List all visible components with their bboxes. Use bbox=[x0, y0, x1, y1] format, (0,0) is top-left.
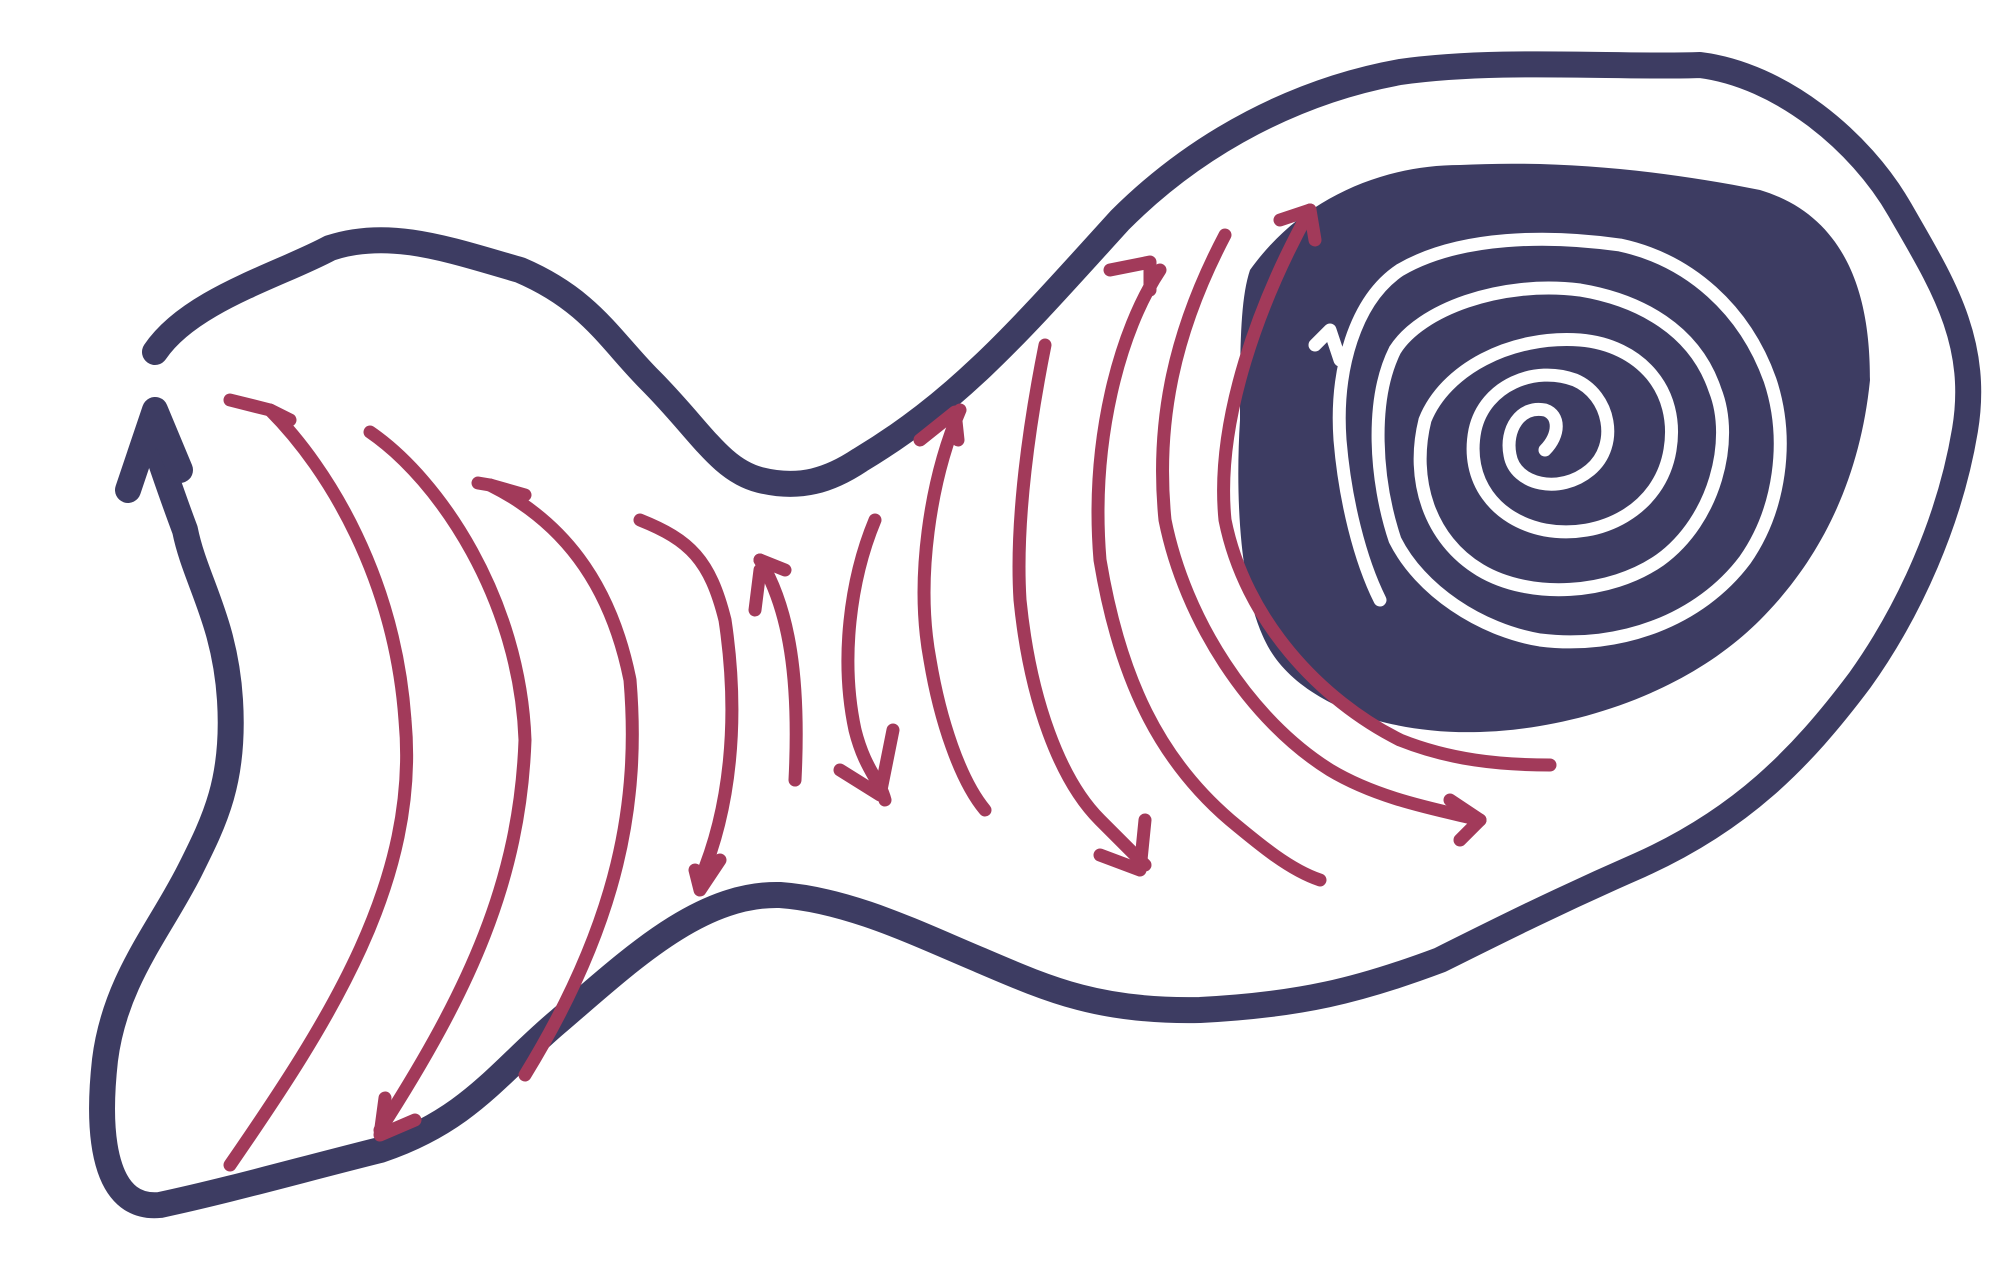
flow-arrow bbox=[1156, 228, 1487, 827]
flow-arrow bbox=[223, 403, 414, 1172]
flow-arrow bbox=[483, 478, 639, 1082]
outer-boundary bbox=[89, 51, 1982, 1219]
flow-arrow-head bbox=[1103, 255, 1157, 297]
flow-arrow-head bbox=[833, 723, 900, 802]
flow-arrow bbox=[1217, 203, 1557, 772]
flow-arrow-head bbox=[223, 393, 297, 427]
flow-arrow-head bbox=[913, 405, 965, 447]
flow-arrow bbox=[363, 425, 532, 1137]
curved-flow-arrows bbox=[223, 203, 1557, 1172]
flow-arrow bbox=[1012, 338, 1152, 872]
flow-arrow bbox=[841, 513, 892, 807]
flow-arrow-head bbox=[373, 1091, 422, 1142]
flow-arrow-head bbox=[688, 853, 727, 897]
flow-arrow-head bbox=[1093, 813, 1152, 877]
flow-arrow-head bbox=[1273, 203, 1322, 247]
flow-arrow-head bbox=[471, 476, 532, 502]
spiral-arrow-head bbox=[1308, 323, 1347, 367]
flow-arrow-head bbox=[748, 553, 792, 617]
flow-arrow bbox=[633, 513, 739, 887]
flow-arrow-head bbox=[1443, 793, 1487, 847]
flow-arrow bbox=[917, 403, 992, 817]
flow-arrow bbox=[753, 553, 803, 787]
boundary-arrow-head bbox=[115, 397, 193, 503]
flow-arrow bbox=[1091, 263, 1327, 887]
white-spiral bbox=[1332, 232, 1787, 649]
